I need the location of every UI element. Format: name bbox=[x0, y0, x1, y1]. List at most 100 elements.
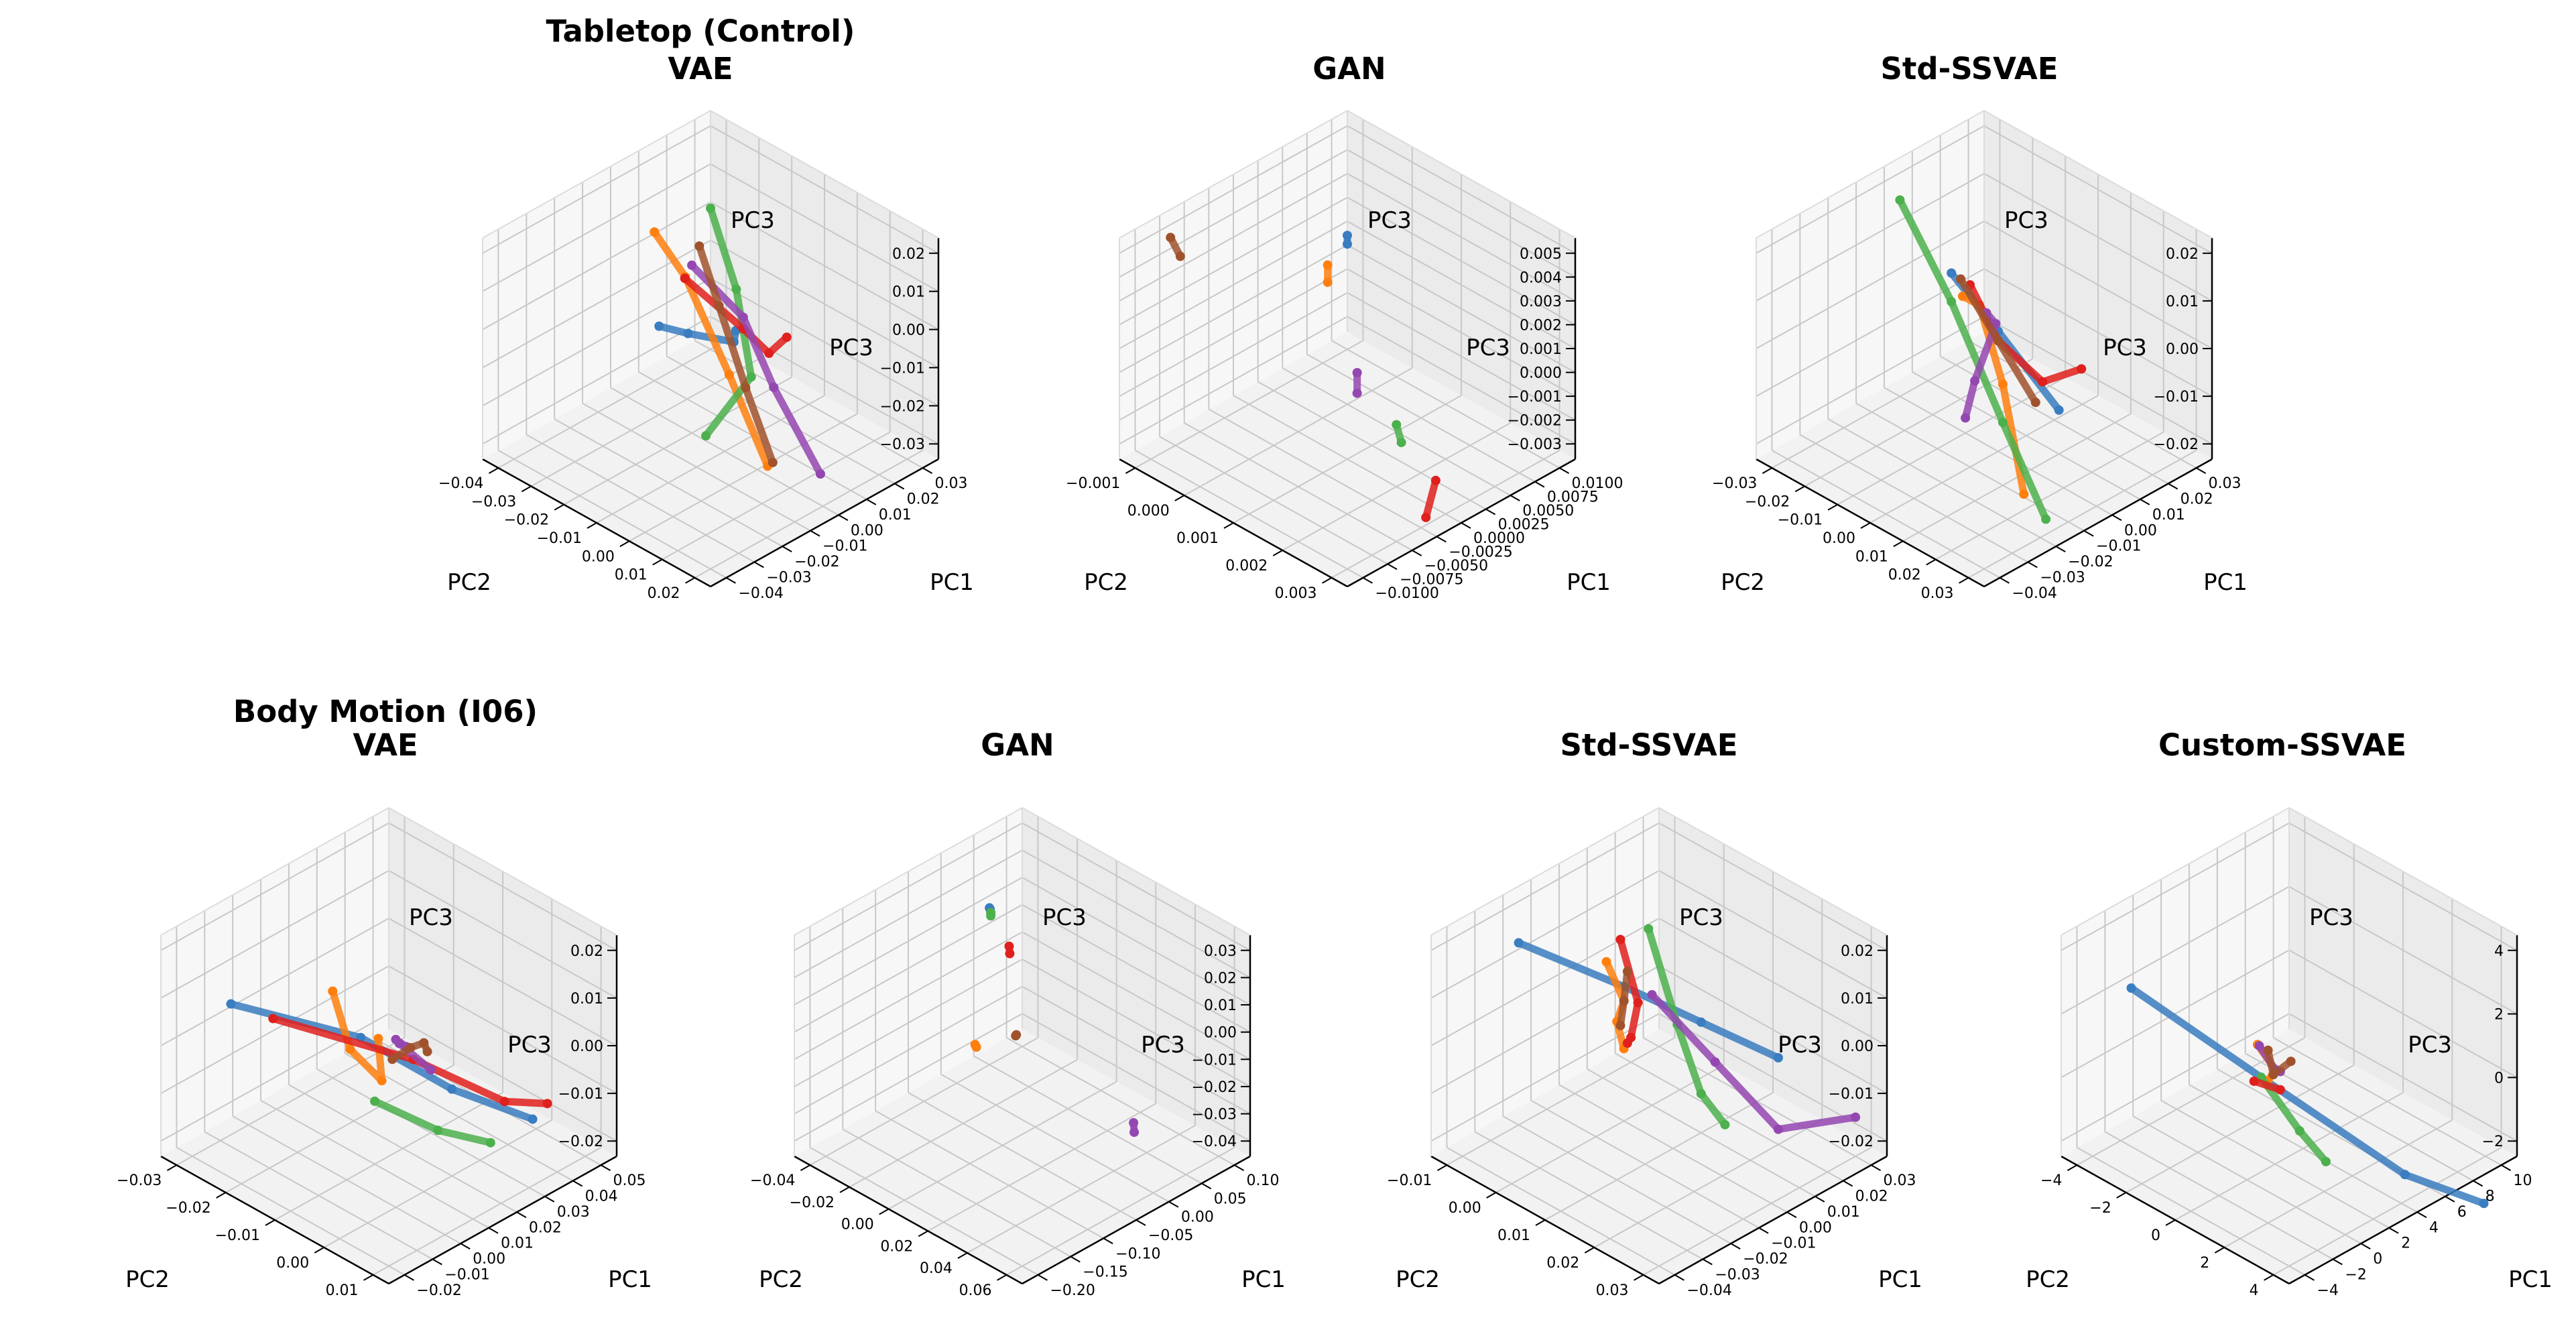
gridline bbox=[967, 1125, 1196, 1254]
gridline bbox=[1022, 849, 1251, 979]
axis-line bbox=[1983, 458, 2213, 588]
pc3-tick-label: 0.00 bbox=[1204, 1025, 1237, 1042]
pc2-tick-label: −0.02 bbox=[504, 512, 549, 529]
pc3-tick-label: −0.02 bbox=[1192, 1079, 1237, 1096]
gridline bbox=[710, 278, 939, 407]
pc3-tick-label: 0.00 bbox=[1841, 1038, 1874, 1055]
pc2-tick-label: −0.02 bbox=[1745, 493, 1790, 510]
pc2-tick bbox=[1535, 1219, 1546, 1226]
gridline bbox=[710, 201, 939, 330]
pc2-tick-label: 0.02 bbox=[1888, 567, 1921, 584]
data-point bbox=[1970, 376, 1980, 386]
pc2-tick bbox=[521, 485, 532, 493]
pc2-axis-label: PC2 bbox=[447, 569, 491, 596]
data-point bbox=[2041, 514, 2051, 524]
pc2-tick-label: 0.003 bbox=[1275, 585, 1317, 602]
data-point bbox=[447, 1084, 457, 1094]
gridline bbox=[849, 1058, 1078, 1188]
pc2-tick-label: 0.01 bbox=[1855, 548, 1888, 565]
data-point bbox=[2054, 405, 2064, 415]
subplot-title: GAN bbox=[981, 727, 1054, 763]
pc1-tick-label: 0.00 bbox=[473, 1251, 505, 1268]
pc1-tick-label: 2 bbox=[2401, 1235, 2410, 1252]
pc1-tick bbox=[1999, 577, 2010, 584]
gridline bbox=[794, 849, 1023, 979]
pc1-tick bbox=[2304, 1274, 2315, 1281]
data-point bbox=[724, 369, 734, 379]
series-5 bbox=[1011, 1030, 1022, 1041]
gridline bbox=[482, 163, 711, 292]
gridline bbox=[2288, 949, 2518, 1079]
pc2-tick-label: −0.02 bbox=[166, 1200, 210, 1217]
pc1-tick-label: 0.03 bbox=[1884, 1172, 1916, 1189]
pc1-tick-label: 0.0100 bbox=[1572, 475, 1623, 492]
gridline bbox=[1968, 450, 2197, 578]
pc2-tick bbox=[488, 467, 499, 474]
pc3-tick-label: 0.003 bbox=[1520, 294, 1562, 310]
pc3-tick-label: −0.03 bbox=[1192, 1107, 1237, 1123]
data-point bbox=[706, 203, 715, 213]
pc3-axis-label-right: PC3 bbox=[1679, 904, 1723, 931]
gridline bbox=[1756, 173, 1985, 302]
pc2-tick bbox=[1827, 503, 1838, 511]
series-trail bbox=[1648, 991, 1859, 1134]
box-edge bbox=[1756, 110, 1985, 239]
pc1-tick-label: −0.01 bbox=[444, 1266, 489, 1283]
pc2-tick bbox=[216, 1192, 227, 1199]
pc1-tick bbox=[753, 561, 764, 568]
data-point bbox=[815, 469, 825, 479]
gridline bbox=[2223, 1119, 2453, 1248]
gridline bbox=[1347, 173, 1576, 302]
pc1-tick bbox=[1168, 1201, 1179, 1208]
right-pane bbox=[2061, 808, 2289, 1156]
gridline bbox=[497, 340, 727, 469]
pc1-tick bbox=[1201, 1182, 1212, 1190]
subplot-5: Std-SSVAE−0.010.000.010.020.030.030.020.… bbox=[1387, 727, 1922, 1299]
pc3-axis-label: PC3 bbox=[1778, 1032, 1822, 1058]
pc2-tick bbox=[166, 1164, 177, 1171]
pc2-tick-label: 0.04 bbox=[920, 1260, 953, 1277]
axis-line bbox=[388, 1155, 617, 1285]
gridline bbox=[1022, 822, 1251, 951]
subplot-3: VAE−0.03−0.02−0.010.000.010.050.040.030.… bbox=[117, 727, 652, 1299]
pc3-axis-label: PC3 bbox=[507, 1032, 552, 1058]
gridline bbox=[482, 125, 711, 254]
data-point bbox=[1392, 420, 1402, 430]
pc2-tick bbox=[587, 522, 597, 529]
data-point bbox=[2275, 1085, 2285, 1095]
pc2-tick-label: 0.02 bbox=[1546, 1255, 1579, 1272]
pc3-axis-label: PC3 bbox=[829, 334, 873, 361]
pc1-tick-label: 0.05 bbox=[613, 1172, 646, 1189]
gridline bbox=[1658, 965, 1888, 1094]
data-point bbox=[2400, 1170, 2410, 1180]
pc2-tick-label: 0.00 bbox=[582, 548, 615, 565]
series-0 bbox=[226, 999, 538, 1124]
series-2 bbox=[370, 1096, 495, 1148]
pc1-tick bbox=[516, 1211, 527, 1219]
series-trail bbox=[650, 228, 772, 470]
gridline bbox=[1022, 959, 1251, 1087]
pc1-tick-label: 0.0025 bbox=[1498, 517, 1550, 534]
pc2-tick-label: −0.03 bbox=[1712, 475, 1757, 492]
gridline bbox=[2174, 1092, 2404, 1221]
gridline bbox=[1347, 244, 1576, 373]
pc2-tick bbox=[1762, 467, 1772, 474]
pc2-tick bbox=[1486, 1192, 1497, 1199]
pc1-tick bbox=[1815, 1196, 1825, 1203]
data-point bbox=[370, 1096, 380, 1106]
pc1-tick bbox=[1534, 481, 1545, 488]
pc1-tick-label: −0.0075 bbox=[1400, 571, 1463, 588]
gridline bbox=[1756, 221, 1985, 349]
pc1-tick-label: −0.04 bbox=[738, 585, 783, 602]
data-point bbox=[714, 301, 724, 311]
pc1-tick-label: 0.00 bbox=[1181, 1209, 1214, 1226]
gridline bbox=[927, 1103, 1156, 1232]
pc3-tick-label: −0.002 bbox=[1508, 413, 1562, 430]
pc1-tick-label: 0.0075 bbox=[1547, 489, 1599, 506]
gridline bbox=[160, 822, 389, 951]
pc3-tick-label: 0.001 bbox=[1520, 341, 1562, 358]
pc3-axis-label-right: PC3 bbox=[409, 904, 453, 931]
pc1-tick-label: 0.01 bbox=[501, 1235, 534, 1252]
data-point bbox=[1619, 996, 1629, 1006]
gridline bbox=[1446, 1037, 1675, 1166]
